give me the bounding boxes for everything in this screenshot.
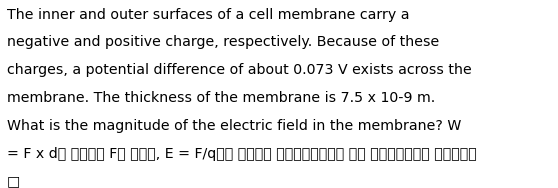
Text: charges, a potential difference of about 0.073 V exists across the: charges, a potential difference of about… (7, 63, 472, 77)
Text: membrane. The thickness of the membrane is 7.5 x 10-9 m.: membrane. The thickness of the membrane … (7, 91, 435, 105)
Text: What is the magnitude of the electric field in the membrane? W: What is the magnitude of the electric fi… (7, 119, 461, 133)
Text: The inner and outer surfaces of a cell membrane carry a: The inner and outer surfaces of a cell m… (7, 8, 409, 21)
Text: = F x d를 이용해서 F를 구하고, E = F/q임을 이용해서 구하는문제구나를 바로 파악해야하는게 키포인트다: = F x d를 이용해서 F를 구하고, E = F/q임을 이용해서 구하는… (7, 147, 477, 161)
Text: negative and positive charge, respectively. Because of these: negative and positive charge, respective… (7, 35, 439, 49)
Text: □: □ (7, 174, 20, 188)
